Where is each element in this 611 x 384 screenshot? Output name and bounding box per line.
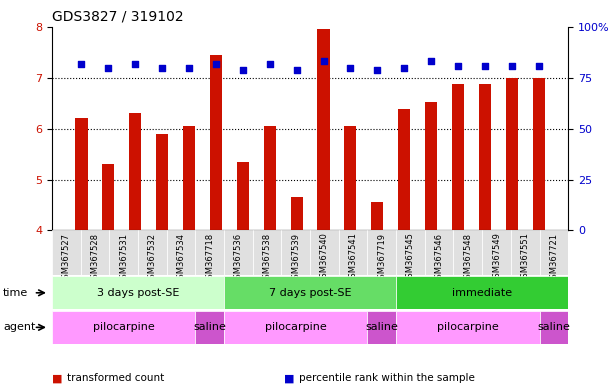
Bar (253, 230, 282, 275)
Text: ■: ■ (52, 373, 62, 383)
Bar (338, 230, 367, 275)
Point (453, 63, 463, 69)
Bar (210, 55, 222, 230)
Text: immediate: immediate (452, 288, 512, 298)
Bar (183, 126, 195, 230)
Bar (506, 78, 518, 230)
Bar (224, 230, 253, 275)
Text: agent: agent (3, 322, 35, 333)
Point (507, 63, 517, 69)
Text: GSM367534: GSM367534 (177, 233, 186, 284)
Point (534, 63, 544, 69)
Bar (367, 311, 396, 344)
Text: GSM367548: GSM367548 (463, 233, 472, 284)
Text: saline: saline (538, 322, 570, 333)
Point (426, 58, 436, 65)
Text: GSM367539: GSM367539 (291, 233, 300, 284)
Text: GSM367540: GSM367540 (320, 233, 329, 283)
Bar (196, 311, 224, 344)
Text: GSM367718: GSM367718 (205, 233, 214, 284)
Bar (345, 126, 356, 230)
Bar (425, 102, 437, 230)
Text: GSM367551: GSM367551 (521, 233, 530, 283)
Text: GSM367719: GSM367719 (377, 233, 386, 284)
Bar (425, 230, 453, 275)
Text: saline: saline (193, 322, 226, 333)
Text: GSM367545: GSM367545 (406, 233, 415, 283)
Bar (52, 230, 81, 275)
Bar (453, 230, 482, 275)
Bar (102, 164, 114, 230)
Bar (291, 197, 302, 230)
Point (211, 60, 221, 66)
Bar (237, 162, 249, 230)
Bar (452, 84, 464, 230)
Bar (264, 126, 276, 230)
Bar (224, 311, 367, 344)
Bar (138, 230, 167, 275)
Bar (511, 230, 540, 275)
Bar (396, 311, 540, 344)
Text: pilocarpine: pilocarpine (93, 322, 155, 333)
Bar (310, 230, 338, 275)
Bar (367, 230, 396, 275)
Bar (156, 134, 168, 230)
Bar (109, 230, 138, 275)
Point (103, 65, 113, 71)
Text: GSM367721: GSM367721 (549, 233, 558, 284)
Bar (540, 230, 568, 275)
Bar (318, 30, 329, 230)
Bar (540, 311, 568, 344)
Point (130, 60, 140, 66)
Text: time: time (3, 288, 28, 298)
Point (184, 65, 194, 71)
Text: 3 days post-SE: 3 days post-SE (97, 288, 179, 298)
Text: ■: ■ (284, 373, 295, 383)
Bar (396, 230, 425, 275)
Bar (396, 276, 568, 309)
Text: GSM367532: GSM367532 (148, 233, 157, 284)
Point (400, 65, 409, 71)
Point (157, 65, 167, 71)
Point (76, 60, 86, 66)
Point (291, 66, 301, 73)
Bar (75, 118, 87, 230)
Point (346, 65, 356, 71)
Bar (167, 230, 196, 275)
Text: GSM367536: GSM367536 (234, 233, 243, 284)
Point (238, 66, 247, 73)
Point (480, 63, 490, 69)
Bar (533, 78, 545, 230)
Bar (196, 230, 224, 275)
Text: GSM367531: GSM367531 (119, 233, 128, 284)
Text: GSM367549: GSM367549 (492, 233, 501, 283)
Text: GDS3827 / 319102: GDS3827 / 319102 (52, 10, 183, 23)
Bar (398, 109, 410, 230)
Bar (129, 113, 141, 230)
Bar (282, 230, 310, 275)
Bar (371, 202, 383, 230)
Text: GSM367528: GSM367528 (90, 233, 100, 284)
Bar (479, 84, 491, 230)
Bar (482, 230, 511, 275)
Point (373, 66, 382, 73)
Text: pilocarpine: pilocarpine (437, 322, 499, 333)
Text: pilocarpine: pilocarpine (265, 322, 327, 333)
Text: saline: saline (365, 322, 398, 333)
Bar (81, 230, 109, 275)
Text: GSM367541: GSM367541 (349, 233, 357, 283)
Bar (224, 276, 396, 309)
Text: transformed count: transformed count (67, 373, 164, 383)
Text: GSM367527: GSM367527 (62, 233, 71, 284)
Text: GSM367538: GSM367538 (263, 233, 271, 284)
Bar (52, 276, 224, 309)
Point (265, 60, 274, 66)
Text: GSM367546: GSM367546 (434, 233, 444, 284)
Text: 7 days post-SE: 7 days post-SE (269, 288, 351, 298)
Point (319, 58, 329, 65)
Bar (52, 311, 196, 344)
Text: percentile rank within the sample: percentile rank within the sample (299, 373, 475, 383)
